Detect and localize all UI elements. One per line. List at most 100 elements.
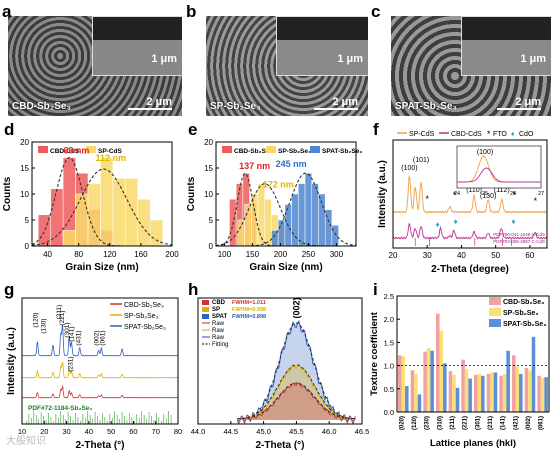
texture-bar bbox=[426, 347, 431, 412]
x-tick-label: 80 bbox=[74, 250, 83, 259]
x-tick-label: 160 bbox=[134, 250, 148, 259]
panel-g: PDF#72-1184-Sb₂Se₃ (120) (130) (211) (221) (3… bbox=[0, 278, 184, 454]
histogram-bar bbox=[304, 172, 313, 247]
legend-label: Raw bbox=[212, 321, 225, 327]
histogram-bar bbox=[257, 183, 265, 247]
histogram-bar bbox=[331, 224, 339, 247]
cross-section-inset: 1 μm bbox=[92, 16, 182, 76]
histogram-bar bbox=[298, 183, 306, 247]
y-axis-label: Counts bbox=[186, 176, 197, 211]
fitting-trace bbox=[237, 382, 356, 420]
y-tick-label: 0.5 bbox=[384, 385, 394, 394]
fitting-trace bbox=[237, 322, 356, 420]
x-tick-label: 100 bbox=[218, 250, 232, 259]
histogram-bar bbox=[311, 183, 319, 247]
legend-label: CBD-CdS bbox=[451, 131, 482, 138]
legend-label: SP-Sb₂Se₃ bbox=[503, 310, 539, 317]
panel-c: 1 μm SPAT-Sb₂Se₃ 2 μm c bbox=[369, 0, 554, 118]
reference-label: PDF#00-041-1049 H-CdS bbox=[493, 232, 545, 237]
x-axis-label: 2-Theta (°) bbox=[76, 440, 125, 451]
texture-bar bbox=[515, 366, 520, 412]
cbd-cds-trace bbox=[392, 222, 548, 240]
y-tick-label: 10 bbox=[20, 190, 29, 199]
texture-bar bbox=[401, 356, 406, 412]
peak-label: (130) bbox=[40, 318, 47, 333]
panel-label: a bbox=[2, 2, 12, 21]
y-tick-label: 5 bbox=[25, 216, 30, 225]
peak-label: (061) bbox=[99, 330, 106, 345]
texture-bar bbox=[474, 374, 478, 412]
legend-label: SPAT-Sb₂Se₃ bbox=[322, 148, 362, 155]
panel-label: h bbox=[188, 280, 199, 299]
peak-label: (221) bbox=[59, 310, 66, 325]
scale-bar bbox=[497, 108, 541, 110]
peak-label: (211) bbox=[56, 305, 63, 320]
x-tick-label: 50 bbox=[491, 251, 500, 260]
legend-diamond-marker: ♦ bbox=[511, 131, 515, 138]
histogram-bar bbox=[112, 178, 126, 247]
scale-bar-label: 2 μm bbox=[146, 96, 172, 108]
y-axis-label: Intensity (a.u.) bbox=[377, 160, 388, 228]
y-tick-label: 0 bbox=[25, 242, 30, 251]
mean-size-annotation: 137 nm bbox=[239, 161, 270, 171]
texture-bar bbox=[414, 373, 418, 412]
x-tick-label: 45.0 bbox=[256, 427, 271, 436]
legend-swatch bbox=[266, 146, 276, 153]
gaussian-fit-line bbox=[31, 168, 173, 246]
chart-e-svg: 100 150 200 250 300 0 5 10 15 20 Grain Size (nm) Co… bbox=[186, 138, 362, 273]
x-category-label: (301) bbox=[475, 416, 481, 430]
cdo-diamond-marker: ♦ bbox=[511, 217, 515, 226]
legend-label: SP-CdS bbox=[409, 131, 435, 138]
inset-cbd-trace bbox=[457, 167, 541, 183]
peak-label: (112) bbox=[494, 187, 510, 194]
texture-bar bbox=[417, 394, 422, 412]
texture-bar bbox=[455, 387, 460, 412]
peak-label: (231) bbox=[67, 356, 74, 371]
peak-label: (301) bbox=[64, 322, 71, 337]
cross-section-inset: 1 μm bbox=[276, 16, 368, 76]
inset-x-tick-label: 24 bbox=[454, 191, 460, 197]
texture-bar bbox=[506, 350, 510, 412]
legend-label: SPAT bbox=[212, 314, 227, 320]
texture-bar bbox=[519, 373, 523, 412]
scale-bar bbox=[128, 108, 172, 110]
texture-bar bbox=[493, 372, 498, 412]
texture-bar bbox=[481, 375, 485, 412]
x-category-label: (221) bbox=[463, 416, 469, 430]
x-category-label: (421) bbox=[513, 416, 519, 430]
legend-label: Raw bbox=[212, 335, 225, 341]
histogram-bar bbox=[50, 188, 64, 247]
x-tick-label: 40 bbox=[85, 427, 93, 436]
histogram-bar bbox=[87, 183, 101, 247]
x-tick-label: 60 bbox=[129, 427, 137, 436]
watermark: 大般知识 bbox=[6, 436, 46, 447]
x-category-label: (061) bbox=[539, 416, 545, 430]
peak-label: (141) bbox=[68, 326, 75, 341]
gaussian-fit-line bbox=[216, 172, 357, 247]
texture-bar bbox=[528, 370, 532, 412]
x-category-label: (310) bbox=[437, 416, 443, 430]
texture-bar bbox=[398, 355, 402, 412]
mean-size-annotation: 172 nm bbox=[263, 180, 294, 190]
legend-label: SP-CdS bbox=[98, 148, 123, 155]
x-axis-label: 2-Theta (degree) bbox=[431, 264, 509, 275]
legend-label: SPAT-Sb₂Se₃ bbox=[503, 321, 546, 328]
legend-swatch bbox=[489, 297, 501, 305]
peak-label: (002) bbox=[291, 297, 301, 318]
sem-sample-label: SPAT-Sb₂Se₃ bbox=[395, 101, 458, 112]
scale-bar bbox=[314, 108, 358, 110]
peak-label: (431) bbox=[75, 330, 82, 345]
inset-x-tick-label: 26 bbox=[510, 191, 516, 197]
inset-x-tick-label: 25 bbox=[482, 191, 488, 197]
sem-sample-label: CBD-Sb₂Se₃ bbox=[12, 101, 72, 112]
y-tick-label: 10 bbox=[204, 190, 213, 199]
legend-label: SP-Sb₂Se₃ bbox=[278, 148, 311, 155]
legend-star-marker: * bbox=[487, 129, 491, 139]
histogram-bar bbox=[125, 178, 139, 247]
histogram-bar bbox=[62, 230, 76, 247]
peak-label: (002) bbox=[94, 330, 101, 345]
x-tick-label: 44.0 bbox=[191, 427, 206, 436]
peak-fill-area bbox=[237, 324, 356, 420]
x-category-label: (230) bbox=[425, 416, 431, 430]
sem-image-sp: 1 μm SP-Sb₂Se₃ 2 μm bbox=[206, 16, 368, 116]
